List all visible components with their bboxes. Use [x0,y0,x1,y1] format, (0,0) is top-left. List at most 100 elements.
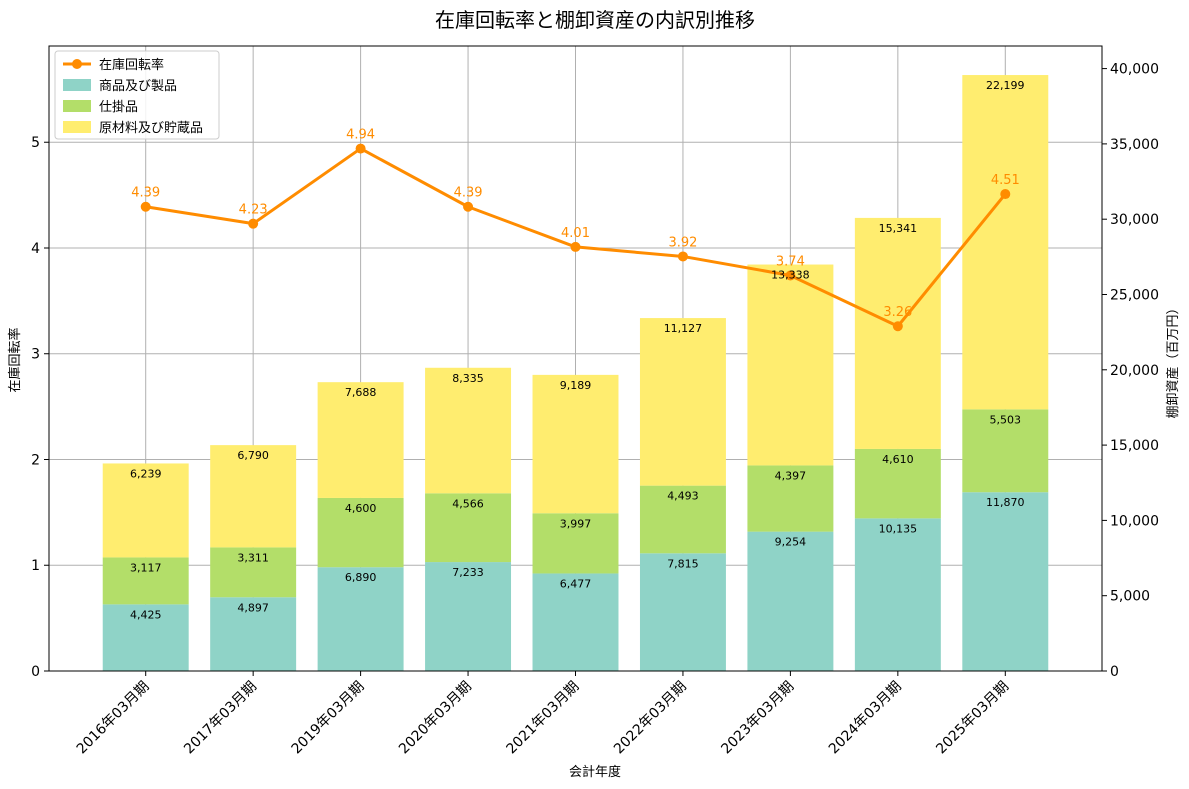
bar-0-7 [854,518,941,671]
bar-2-5 [639,318,726,486]
y-right-tick-label: 40,000 [1110,62,1159,78]
turnover-point [570,241,581,252]
y-axis-right-title: 棚卸資産（百万円） [1165,301,1181,418]
bar-1-6 [747,465,834,532]
turnover-point [892,321,903,332]
bar-value-label: 11,127 [664,322,703,335]
x-tick-label: 2025年03月期 [933,679,1012,758]
bar-value-label: 6,890 [345,571,377,584]
y-right-tick-label: 0 [1110,664,1119,680]
turnover-value-label: 3.26 [883,305,912,320]
turnover-point [463,201,474,212]
y-left-tick-label: 2 [31,452,40,468]
bar-1-1 [210,547,297,598]
bar-2-0 [102,463,189,558]
turnover-point [1000,189,1011,200]
y-right-tick-label: 5,000 [1110,589,1150,605]
bar-0-8 [962,492,1049,671]
x-tick-label: 2023年03月期 [718,679,797,758]
y-right-tick-label: 30,000 [1110,212,1159,228]
bar-value-label: 7,233 [452,566,484,579]
turnover-value-label: 4.51 [991,173,1020,188]
bar-value-label: 6,239 [130,467,162,480]
bar-2-3 [425,367,512,494]
turnover-value-label: 4.94 [346,128,375,143]
x-tick-label: 2021年03月期 [504,679,583,758]
turnover-point [785,270,796,281]
bar-value-label: 8,335 [452,372,484,385]
x-tick-label: 2022年03月期 [611,679,690,758]
y-right-tick-label: 20,000 [1110,363,1159,379]
x-axis-title: 会計年度 [569,764,621,780]
legend-label: 原材料及び貯蔵品 [99,121,203,136]
y-left-tick-label: 0 [31,664,40,680]
turnover-point [140,201,151,212]
bar-value-label: 13,338 [771,269,810,282]
bar-0-0 [102,604,189,671]
bar-0-5 [639,553,726,671]
turnover-point [248,218,259,229]
bar-value-label: 7,688 [345,386,377,399]
turnover-value-label: 4.39 [131,186,160,201]
y-left-tick-label: 4 [31,241,40,257]
turnover-value-label: 4.23 [239,203,268,218]
bar-1-4 [532,513,619,574]
legend-label: 仕掛品 [99,100,138,115]
bar-2-2 [317,382,404,498]
turnover-value-label: 4.01 [561,226,590,241]
legend-box [54,50,220,140]
bar-value-label: 3,117 [130,561,162,574]
y-left-tick-label: 5 [31,135,40,151]
bar-value-label: 9,189 [560,379,592,392]
legend-line-marker [72,59,82,69]
turnover-value-label: 4.39 [454,186,483,201]
bar-0-1 [210,597,297,671]
legend-bar-swatch [63,121,91,133]
bar-value-label: 4,425 [130,608,162,621]
turnover-value-label: 3.74 [776,254,805,269]
bar-value-label: 4,897 [237,601,269,614]
x-tick-label: 2024年03月期 [826,679,905,758]
y-right-tick-label: 35,000 [1110,137,1159,153]
x-tick-label: 2016年03月期 [74,679,153,758]
y-left-tick-label: 1 [31,558,40,574]
bar-value-label: 6,790 [237,449,269,462]
bar-1-5 [639,485,726,554]
chart-title: 在庫回転率と棚卸資産の内訳別推移 [435,8,755,32]
bar-value-label: 3,311 [237,551,269,564]
bar-value-label: 15,341 [879,222,918,235]
bar-value-label: 6,477 [560,577,592,590]
bar-2-1 [210,445,297,548]
bar-value-label: 4,610 [882,453,914,466]
y-right-tick-label: 10,000 [1110,513,1159,529]
bar-value-label: 4,397 [775,469,807,482]
x-tick-label: 2020年03月期 [396,679,475,758]
bar-value-label: 5,503 [990,413,1022,426]
y-right-tick-label: 15,000 [1110,438,1159,454]
bar-value-label: 3,997 [560,517,592,530]
bar-0-6 [747,531,834,671]
bar-value-label: 4,600 [345,502,377,515]
y-right-tick-label: 25,000 [1110,287,1159,303]
bar-0-2 [317,567,404,671]
bar-value-label: 4,566 [452,497,484,510]
bar-value-label: 9,254 [775,536,807,549]
x-tick-label: 2019年03月期 [289,679,368,758]
x-tick-label: 2017年03月期 [181,679,260,758]
legend-label: 商品及び製品 [99,79,177,94]
legend-label: 在庫回転率 [99,57,164,73]
bar-1-8 [962,409,1049,493]
bar-value-label: 11,870 [986,496,1025,509]
bar-value-label: 10,135 [879,522,918,535]
bar-1-2 [317,497,404,568]
bar-1-7 [854,448,941,519]
bar-0-4 [532,573,619,671]
bar-0-3 [425,562,512,671]
y-axis-left-title: 在庫回転率 [7,327,23,392]
bar-2-7 [854,217,941,449]
legend-bar-swatch [63,100,91,112]
legend-bar-swatch [63,79,91,91]
bar-1-3 [425,493,512,563]
